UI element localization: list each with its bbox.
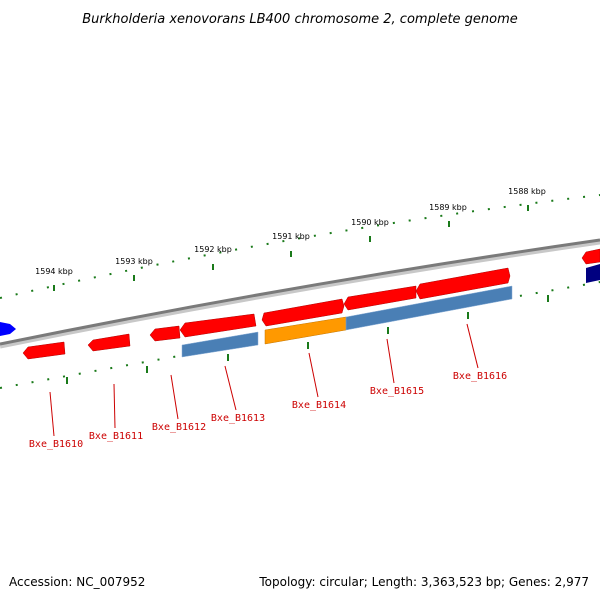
outer-scale-ring xyxy=(0,194,600,299)
scale-label: 1594 kbp xyxy=(35,267,73,276)
genome-summary-text: Topology: circular; Length: 3,363,523 bp… xyxy=(258,575,589,589)
leader-line xyxy=(466,323,479,369)
scale-ticks xyxy=(53,205,529,291)
inner-scale-ticks xyxy=(66,295,549,384)
leader-line xyxy=(170,374,179,420)
map-title: Burkholderia xenovorans LB400 chromosome… xyxy=(82,12,518,27)
scale-labels: 1594 kbp 1593 kbp 1592 kbp 1591 kbp 1590… xyxy=(35,187,546,276)
scale-label: 1592 kbp xyxy=(194,245,232,254)
gene-arrow-red[interactable] xyxy=(415,267,511,300)
gene-labels: Bxe_B1610 Bxe_B1611 Bxe_B1612 Bxe_B1613 … xyxy=(29,371,507,450)
leader-line xyxy=(49,391,55,437)
gene-label[interactable]: Bxe_B1611 xyxy=(89,431,143,442)
gene-label[interactable]: Bxe_B1614 xyxy=(292,400,346,411)
scale-label: 1590 kbp xyxy=(351,218,389,227)
reverse-genes xyxy=(0,285,513,360)
leader-line xyxy=(308,352,319,398)
gene-arrow-red[interactable] xyxy=(343,285,417,311)
gene-label[interactable]: Bxe_B1616 xyxy=(453,371,507,382)
gene-arrow-blue[interactable] xyxy=(0,322,16,336)
backbone-ring-shadow xyxy=(0,239,600,349)
gene-arrow-red[interactable] xyxy=(87,333,131,352)
gene-label[interactable]: Bxe_B1612 xyxy=(152,422,206,433)
scale-label: 1593 kbp xyxy=(115,257,153,266)
gene-arrow-red[interactable] xyxy=(581,248,600,265)
leader-line xyxy=(224,365,237,411)
gene-arrow-red[interactable] xyxy=(179,313,257,338)
leader-line xyxy=(113,383,116,429)
leader-line xyxy=(386,338,395,384)
gene-label[interactable]: Bxe_B1615 xyxy=(370,386,424,397)
gene-arrow-navy[interactable] xyxy=(586,264,600,283)
accession-text: Accession: NC_007952 xyxy=(9,575,145,589)
scale-label: 1588 kbp xyxy=(508,187,546,196)
gene-arrow-red[interactable] xyxy=(22,341,66,360)
gene-arrow-red[interactable] xyxy=(149,325,181,342)
gene-arrow-steelblue[interactable] xyxy=(345,285,513,331)
backbone-ring xyxy=(0,238,600,346)
scale-label: 1591 kbp xyxy=(272,232,310,241)
forward-genes xyxy=(261,248,600,327)
scale-label: 1589 kbp xyxy=(429,203,467,212)
gene-leader-lines xyxy=(49,323,479,437)
gene-arrow-steelblue[interactable] xyxy=(181,331,259,358)
gene-label[interactable]: Bxe_B1613 xyxy=(211,413,265,424)
gene-label[interactable]: Bxe_B1610 xyxy=(29,439,83,450)
gene-arrow-red[interactable] xyxy=(261,298,345,327)
